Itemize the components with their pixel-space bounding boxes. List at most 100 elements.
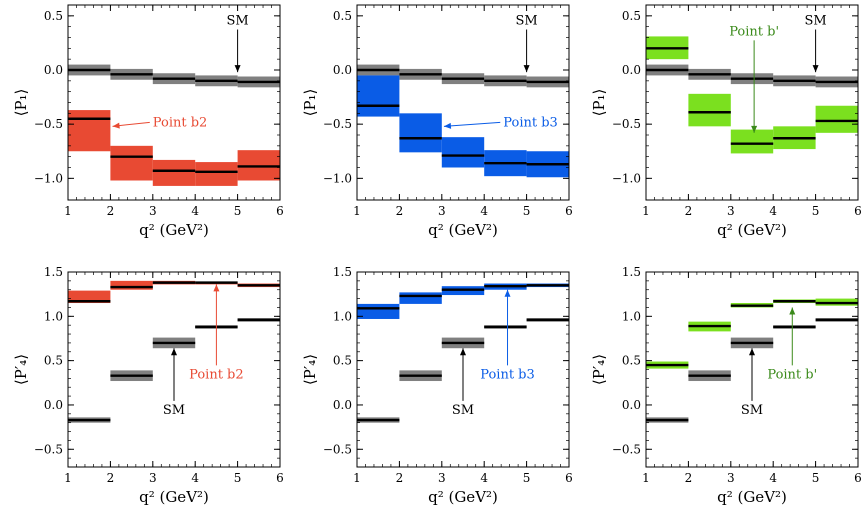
y-tick-label: 0.0 <box>44 398 63 412</box>
y-tick-label: −0.5 <box>612 442 641 456</box>
y-axis-label: ⟨P′₄⟩ <box>12 354 30 385</box>
uncertainty-band <box>399 113 442 153</box>
series-sm <box>646 64 858 88</box>
annotation-arrowhead <box>171 348 177 356</box>
x-axis-label: q² (GeV²) <box>717 488 787 506</box>
annotation-arrowhead <box>504 289 511 297</box>
annotation-point: Point b' <box>767 307 817 382</box>
x-tick-label: 6 <box>276 204 284 218</box>
x-tick-label: 3 <box>149 204 157 218</box>
x-tick-label: 4 <box>480 204 488 218</box>
annotation-arrowhead <box>443 122 452 129</box>
x-tick-label: 1 <box>64 471 72 485</box>
uncertainty-band <box>195 162 238 186</box>
annotation-arrowhead <box>789 307 796 315</box>
annotation-sm: SM <box>515 14 538 73</box>
annotation-arrow-line <box>443 121 501 127</box>
x-tick-label: 5 <box>812 471 820 485</box>
chart-panel-top-middle: 1 2 3 4 5 6 0.5 0.0 −0.5 −1.0 q² (GeV²) ⟨P₁⟩ SM Point… <box>301 4 573 239</box>
uncertainty-band <box>441 137 485 168</box>
y-tick-label: 1.0 <box>44 309 63 323</box>
annotation-arrowhead <box>523 65 530 73</box>
y-tick-label: −1.0 <box>34 171 63 185</box>
annotation-label: SM <box>452 403 474 418</box>
x-tick-label: 2 <box>396 471 404 485</box>
annotation-arrowhead <box>234 65 241 73</box>
annotation-label: Point b3 <box>503 115 558 130</box>
annotation-label: SM <box>163 403 185 418</box>
y-tick-label: 1.5 <box>333 265 352 279</box>
uncertainty-band <box>399 292 442 304</box>
y-tick-label: 0.5 <box>44 9 63 23</box>
annotation-sm: SM <box>226 14 249 73</box>
y-axis-label: ⟨P₁⟩ <box>590 89 608 117</box>
uncertainty-band <box>110 280 153 290</box>
x-tick-label: 4 <box>769 204 777 218</box>
x-tick-label: 5 <box>812 204 820 218</box>
x-tick-label: 4 <box>191 204 199 218</box>
x-axis-label: q² (GeV²) <box>717 221 787 239</box>
x-tick-label: 6 <box>854 204 862 218</box>
x-tick-label: 6 <box>854 471 862 485</box>
y-axis-label: ⟨P₁⟩ <box>12 89 30 117</box>
annotation-point: Point b' <box>729 24 779 133</box>
central-lines-sm <box>357 68 569 84</box>
x-tick-label: 6 <box>276 471 284 485</box>
x-tick-label: 1 <box>353 471 361 485</box>
y-axis-label: ⟨P′₄⟩ <box>301 354 319 385</box>
x-axis-label: q² (GeV²) <box>139 488 209 506</box>
central-lines-point <box>646 47 858 145</box>
central-lines-sm <box>646 318 858 422</box>
uncertainty-band <box>68 290 111 304</box>
y-tick-label: −1.0 <box>323 171 352 185</box>
uncertainty-band <box>110 145 153 181</box>
annotation-sm: SM <box>741 348 763 418</box>
y-tick-label: 0.0 <box>622 398 641 412</box>
uncertainty-band <box>815 105 858 133</box>
x-tick-label: 5 <box>234 471 242 485</box>
y-tick-label: 0.5 <box>622 354 641 368</box>
y-tick-label: 0.5 <box>333 354 352 368</box>
x-tick-label: 2 <box>107 204 115 218</box>
y-tick-label: −1.0 <box>612 171 641 185</box>
chart-panel-bottom-right: 1 2 3 4 5 6 1.5 1.0 0.5 0.0 −0.5 q² (GeV²) ⟨P′₄⟩ SM Po… <box>590 265 862 506</box>
annotation-arrowhead <box>112 122 120 129</box>
x-tick-label: 2 <box>396 204 404 218</box>
x-tick-label: 1 <box>64 204 72 218</box>
central-lines-sm <box>646 68 858 84</box>
annotation-point: Point b2 <box>189 284 244 382</box>
chart-panel-bottom-left: 1 2 3 4 5 6 1.5 1.0 0.5 0.0 −0.5 q² (GeV²) ⟨P′₄⟩ SM Po… <box>12 265 284 506</box>
annotation-label: SM <box>804 14 826 29</box>
x-tick-label: 5 <box>523 471 531 485</box>
y-tick-label: −0.5 <box>323 442 352 456</box>
x-tick-label: 2 <box>685 471 693 485</box>
annotation-point: Point b3 <box>480 289 535 382</box>
chart-panel-bottom-middle: 1 2 3 4 5 6 1.5 1.0 0.5 0.0 −0.5 q² (GeV²) ⟨P′₄⟩ SM Po… <box>301 265 573 506</box>
x-tick-label: 1 <box>642 204 650 218</box>
central-lines-point <box>357 104 569 166</box>
central-lines-point <box>68 117 280 174</box>
x-tick-label: 3 <box>727 204 735 218</box>
annotation-label: Point b2 <box>153 115 208 130</box>
y-tick-label: 0.5 <box>44 354 63 368</box>
central-lines-point <box>646 300 858 367</box>
y-tick-label: 1.5 <box>622 265 641 279</box>
y-tick-label: −0.5 <box>34 117 63 131</box>
y-tick-label: 0.0 <box>333 398 352 412</box>
y-tick-label: −0.5 <box>34 442 63 456</box>
y-tick-label: −0.5 <box>612 117 641 131</box>
annotation-arrowhead <box>749 348 755 356</box>
y-tick-label: 1.0 <box>333 309 352 323</box>
annotation-label: Point b3 <box>480 367 535 382</box>
y-tick-label: 0.0 <box>622 63 641 77</box>
annotation-label: SM <box>226 14 248 29</box>
annotation-label: Point b' <box>729 24 779 39</box>
uncertainty-band <box>68 110 111 152</box>
x-tick-label: 2 <box>107 471 115 485</box>
x-tick-label: 3 <box>438 471 446 485</box>
x-tick-label: 2 <box>685 204 693 218</box>
x-tick-label: 3 <box>438 204 446 218</box>
annotation-sm: SM <box>804 14 827 73</box>
y-tick-label: 1.5 <box>44 265 63 279</box>
x-axis-label: q² (GeV²) <box>428 488 498 506</box>
